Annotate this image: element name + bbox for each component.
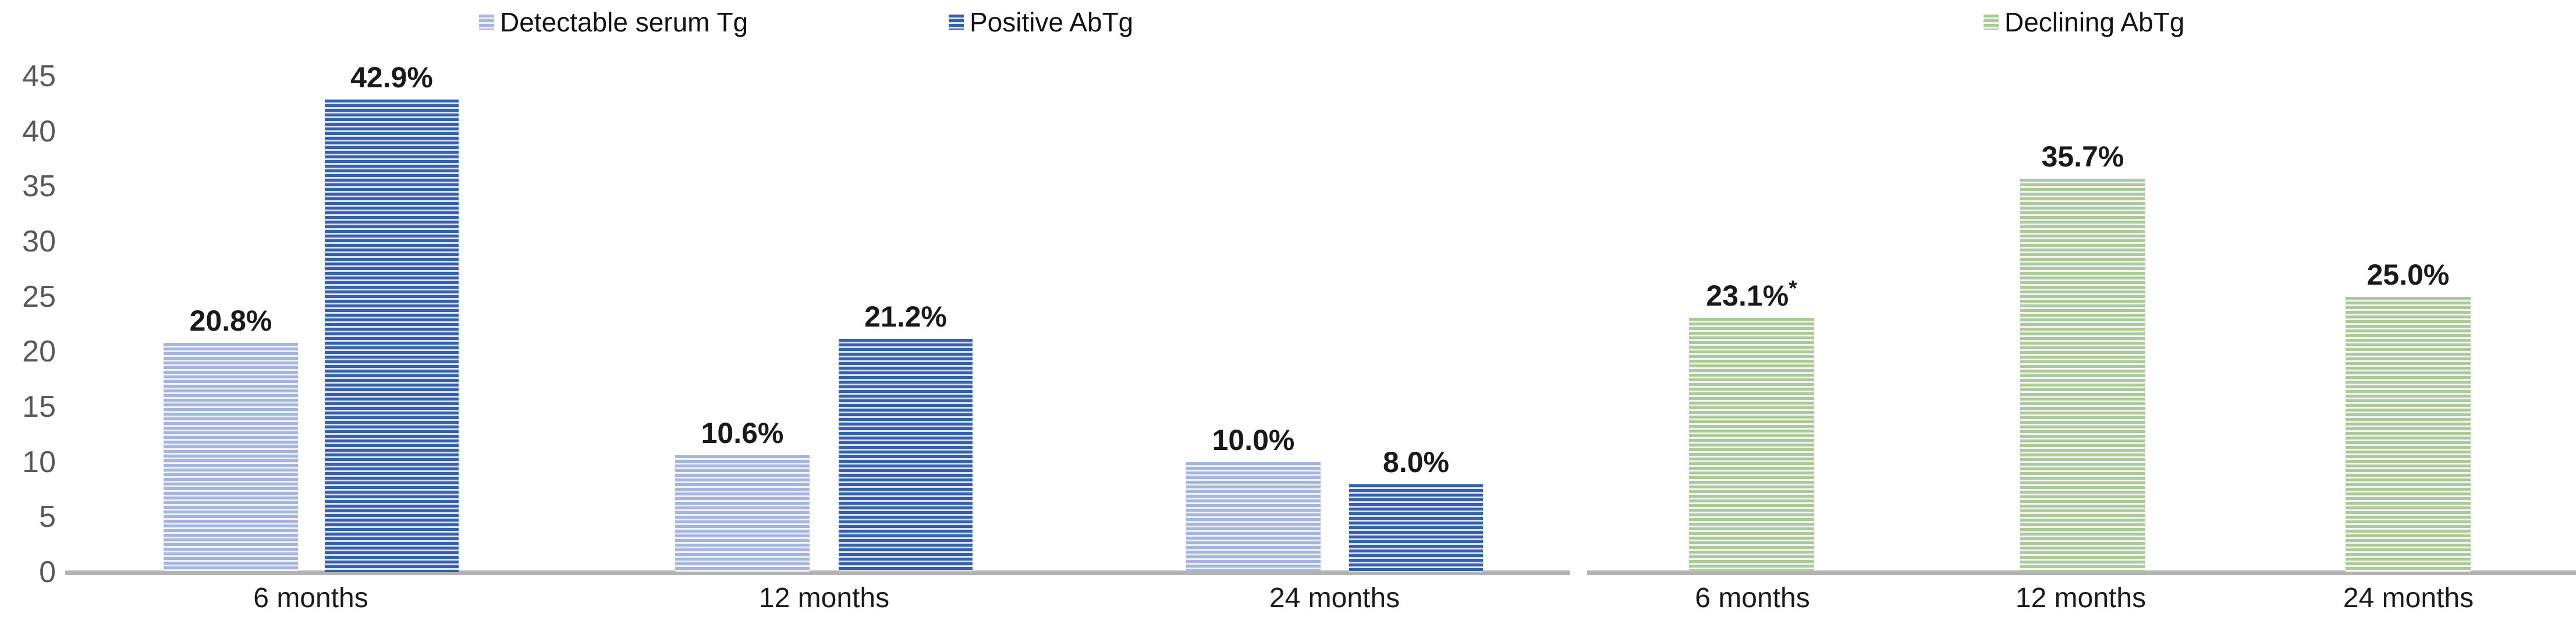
bar-value-label: 10.6% bbox=[701, 417, 784, 450]
y-axis-tick-label: 15 bbox=[22, 390, 56, 424]
y-axis-tick-label: 35 bbox=[22, 169, 56, 204]
bar bbox=[1349, 484, 1483, 572]
category-label: 6 months bbox=[1695, 583, 1810, 614]
legend-swatch bbox=[949, 15, 964, 30]
y-axis-tick-label: 30 bbox=[22, 225, 56, 258]
legend-item: Declining AbTg bbox=[1984, 7, 2184, 37]
bar bbox=[1689, 317, 1814, 572]
bar bbox=[164, 343, 298, 572]
bar bbox=[675, 455, 810, 572]
bar bbox=[839, 338, 973, 572]
bar-value-label: 8.0% bbox=[1383, 445, 1449, 478]
bar bbox=[1186, 462, 1321, 572]
legend-item: Positive AbTg bbox=[949, 7, 1133, 37]
bar-value-label: 21.2% bbox=[864, 300, 947, 333]
category-label: 6 months bbox=[253, 583, 368, 614]
category-label: 24 months bbox=[2343, 583, 2474, 614]
y-axis-tick-label: 25 bbox=[22, 279, 56, 314]
bar-value-label: 42.9% bbox=[350, 61, 433, 94]
y-axis-tick-label: 5 bbox=[39, 500, 56, 534]
y-axis-tick-label: 45 bbox=[22, 59, 56, 93]
significance-asterisk: * bbox=[1789, 275, 1797, 300]
legend-swatch bbox=[1984, 15, 1999, 30]
category-label: 12 months bbox=[758, 583, 890, 614]
y-axis-tick-label: 0 bbox=[39, 555, 56, 589]
category-label: 24 months bbox=[1269, 583, 1400, 614]
x-axis-line bbox=[65, 570, 1570, 575]
bar-value-label: 25.0% bbox=[2366, 258, 2450, 291]
x-axis-line bbox=[1587, 570, 2576, 575]
y-axis-tick-label: 10 bbox=[22, 445, 56, 479]
category-label: 12 months bbox=[2015, 583, 2146, 614]
legend-swatch bbox=[479, 15, 494, 30]
bar-value-label: 35.7% bbox=[2041, 140, 2124, 173]
bar-value-label: 10.0% bbox=[1212, 423, 1295, 456]
bar-value-label: 23.1%* bbox=[1706, 275, 1797, 312]
legend-item: Detectable serum Tg bbox=[479, 7, 748, 37]
bar-value-label: 20.8% bbox=[189, 304, 272, 338]
legend-label: Declining AbTg bbox=[2004, 7, 2185, 37]
legend-label: Positive AbTg bbox=[970, 7, 1134, 37]
y-axis-tick-label: 20 bbox=[22, 335, 56, 369]
legend-label: Detectable serum Tg bbox=[500, 7, 748, 37]
bar bbox=[2346, 296, 2471, 572]
bar bbox=[2020, 179, 2145, 572]
y-axis-tick-label: 40 bbox=[22, 114, 56, 148]
bar bbox=[325, 99, 459, 572]
